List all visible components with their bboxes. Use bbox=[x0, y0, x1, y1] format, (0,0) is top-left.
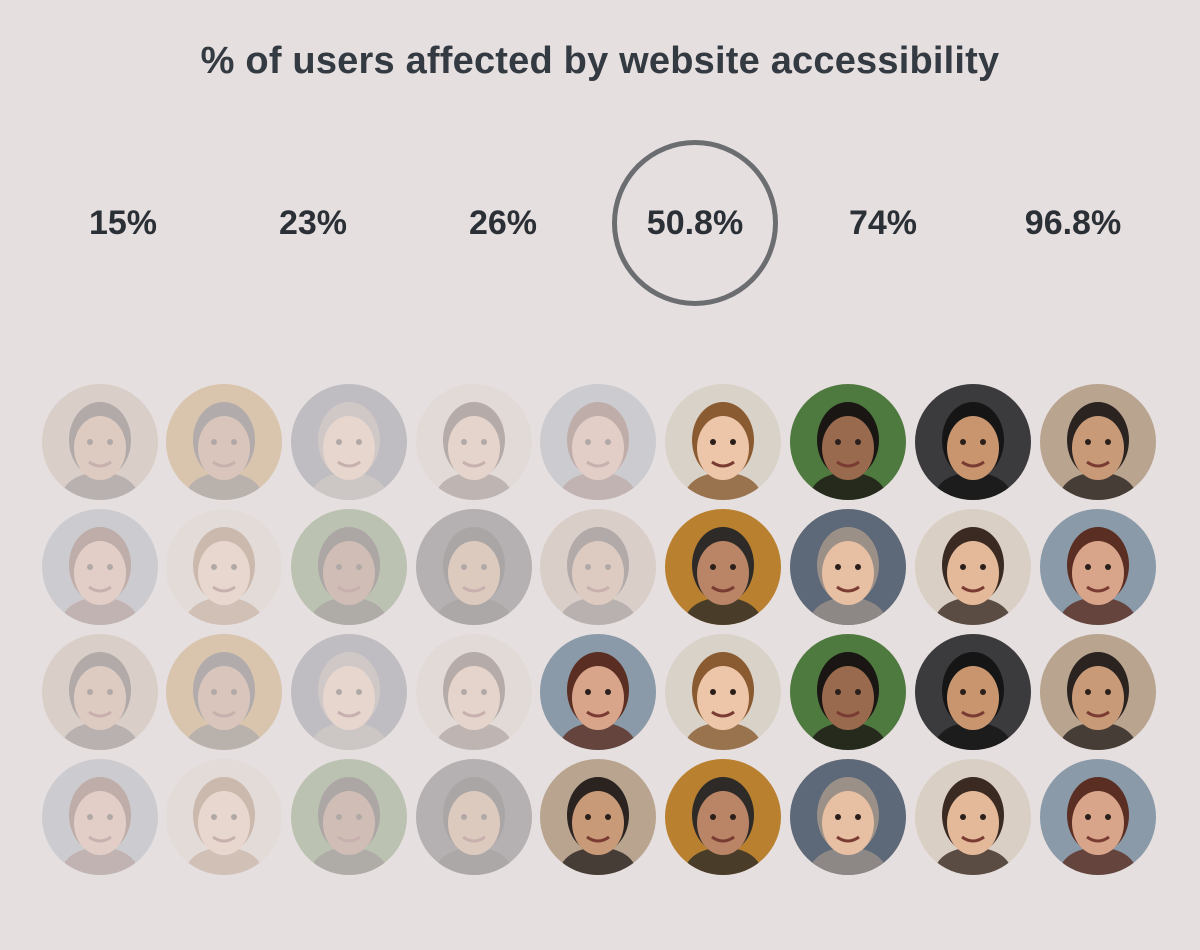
face-icon bbox=[540, 759, 656, 875]
unaffected-user-avatar bbox=[291, 759, 407, 875]
unaffected-user-avatar bbox=[291, 384, 407, 500]
unaffected-user-avatar bbox=[416, 634, 532, 750]
face-icon bbox=[416, 384, 532, 500]
affected-user-avatar bbox=[1040, 634, 1156, 750]
unaffected-user-avatar bbox=[166, 509, 282, 625]
face-icon bbox=[42, 384, 158, 500]
face-icon bbox=[291, 509, 407, 625]
unaffected-user-avatar bbox=[42, 509, 158, 625]
face-icon bbox=[1040, 384, 1156, 500]
face-icon bbox=[915, 634, 1031, 750]
face-icon bbox=[42, 759, 158, 875]
unaffected-user-avatar bbox=[42, 384, 158, 500]
face-icon bbox=[915, 759, 1031, 875]
face-icon bbox=[166, 509, 282, 625]
unaffected-user-avatar bbox=[416, 509, 532, 625]
affected-user-avatar bbox=[540, 759, 656, 875]
affected-user-avatar bbox=[540, 634, 656, 750]
face-icon bbox=[665, 634, 781, 750]
affected-user-avatar bbox=[665, 634, 781, 750]
affected-user-avatar bbox=[915, 384, 1031, 500]
unaffected-user-avatar bbox=[166, 759, 282, 875]
face-icon bbox=[790, 509, 906, 625]
percentage-option-5[interactable]: 74% bbox=[848, 203, 918, 242]
face-icon bbox=[1040, 509, 1156, 625]
face-icon bbox=[665, 384, 781, 500]
unaffected-user-avatar bbox=[166, 384, 282, 500]
affected-user-avatar bbox=[665, 509, 781, 625]
face-icon bbox=[915, 509, 1031, 625]
affected-user-avatar bbox=[790, 634, 906, 750]
affected-user-avatar bbox=[790, 384, 906, 500]
face-icon bbox=[540, 384, 656, 500]
affected-user-avatar bbox=[915, 634, 1031, 750]
face-icon bbox=[416, 509, 532, 625]
unaffected-user-avatar bbox=[291, 509, 407, 625]
percentage-option-1[interactable]: 15% bbox=[88, 203, 158, 242]
face-icon bbox=[790, 384, 906, 500]
face-icon bbox=[166, 634, 282, 750]
face-icon bbox=[416, 759, 532, 875]
percentage-option-3[interactable]: 26% bbox=[468, 203, 538, 242]
unaffected-user-avatar bbox=[42, 634, 158, 750]
face-icon bbox=[540, 634, 656, 750]
face-icon bbox=[291, 759, 407, 875]
unaffected-user-avatar bbox=[166, 634, 282, 750]
unaffected-user-avatar bbox=[540, 384, 656, 500]
unaffected-user-avatar bbox=[291, 634, 407, 750]
unaffected-user-avatar bbox=[540, 509, 656, 625]
face-icon bbox=[790, 634, 906, 750]
page-title: % of users affected by website accessibi… bbox=[200, 40, 1000, 82]
affected-user-avatar bbox=[1040, 759, 1156, 875]
affected-user-avatar bbox=[665, 384, 781, 500]
face-icon bbox=[42, 634, 158, 750]
face-icon bbox=[540, 509, 656, 625]
affected-user-avatar bbox=[1040, 384, 1156, 500]
affected-user-avatar bbox=[790, 509, 906, 625]
face-icon bbox=[166, 384, 282, 500]
face-icon bbox=[291, 634, 407, 750]
percentage-option-2[interactable]: 23% bbox=[278, 203, 348, 242]
face-icon bbox=[915, 384, 1031, 500]
face-icon bbox=[166, 759, 282, 875]
affected-user-avatar bbox=[1040, 509, 1156, 625]
unaffected-user-avatar bbox=[416, 759, 532, 875]
unaffected-user-avatar bbox=[42, 759, 158, 875]
affected-user-avatar bbox=[665, 759, 781, 875]
affected-user-avatar bbox=[915, 509, 1031, 625]
face-icon bbox=[416, 634, 532, 750]
affected-user-avatar bbox=[790, 759, 906, 875]
face-icon bbox=[291, 384, 407, 500]
face-icon bbox=[665, 759, 781, 875]
face-icon bbox=[1040, 634, 1156, 750]
face-icon bbox=[790, 759, 906, 875]
percentage-option-6[interactable]: 96.8% bbox=[1024, 203, 1122, 242]
face-icon bbox=[1040, 759, 1156, 875]
affected-user-avatar bbox=[915, 759, 1031, 875]
face-icon bbox=[665, 509, 781, 625]
unaffected-user-avatar bbox=[416, 384, 532, 500]
face-icon bbox=[42, 509, 158, 625]
percentage-option-4[interactable]: 50.8% bbox=[612, 140, 778, 306]
